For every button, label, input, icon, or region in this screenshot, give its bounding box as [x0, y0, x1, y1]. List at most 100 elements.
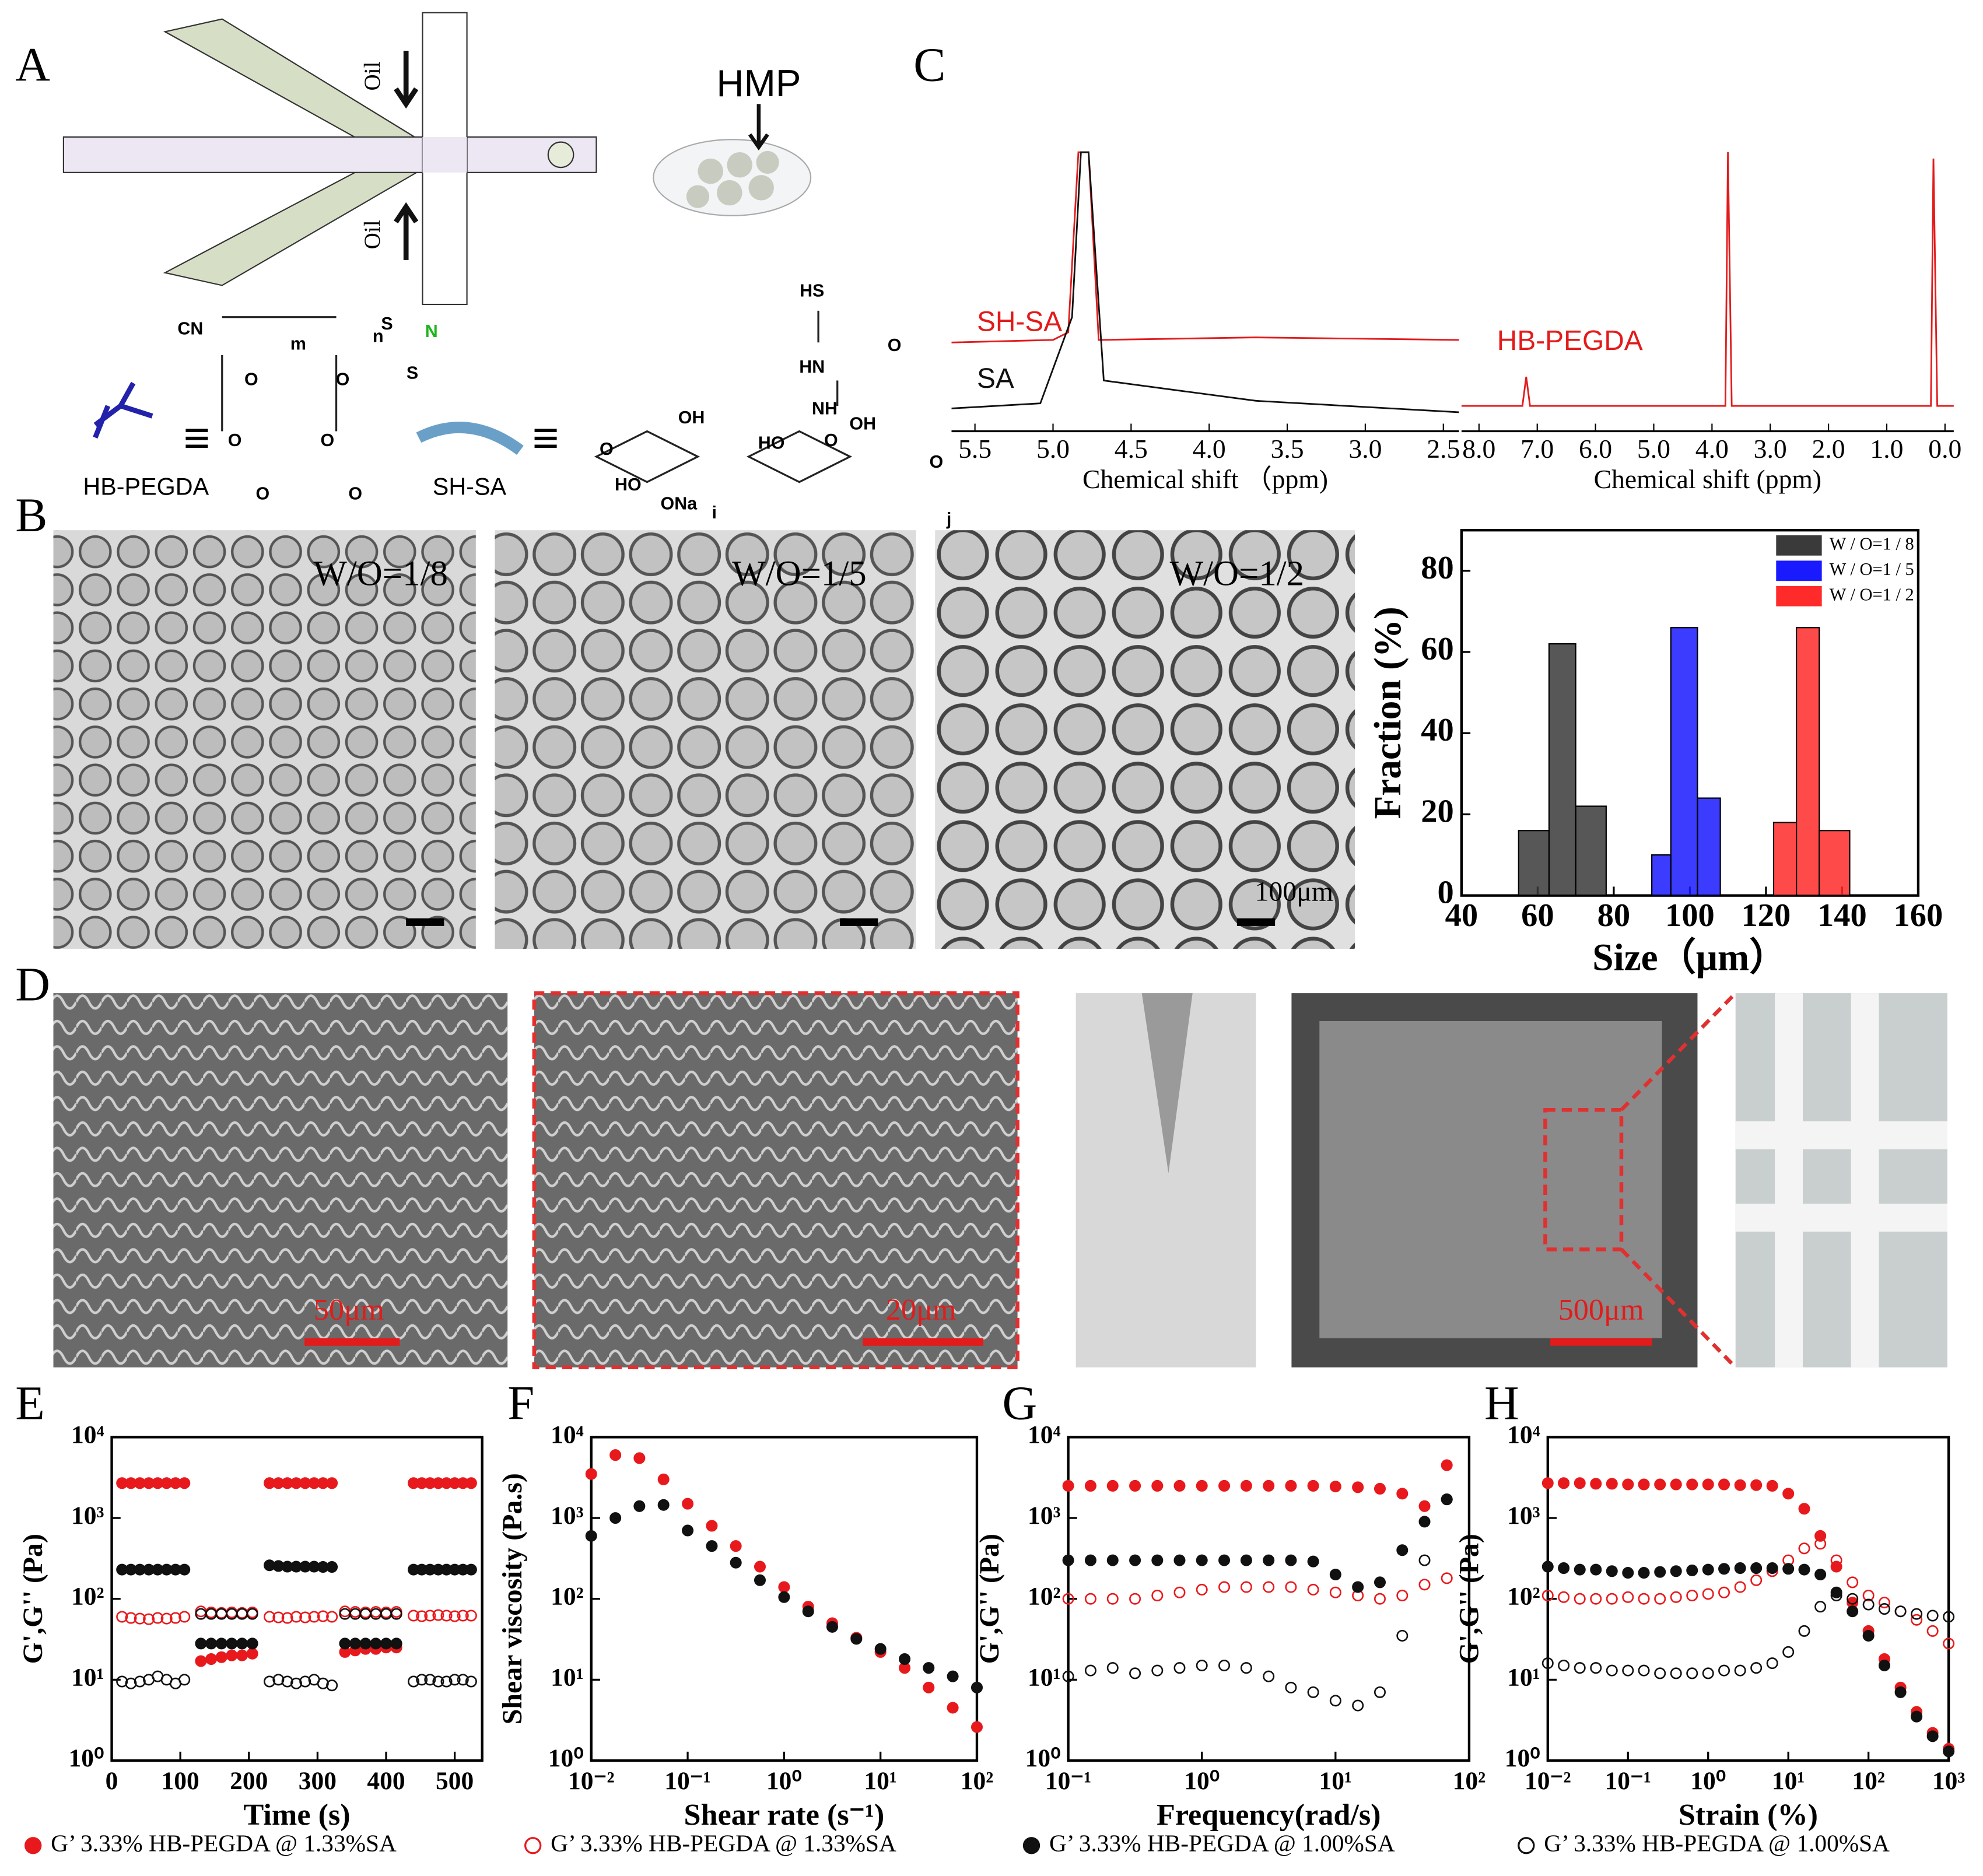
data-point: [116, 1675, 128, 1688]
atom-label: O: [930, 452, 944, 472]
data-point: [1622, 1478, 1634, 1491]
schematic: [62, 12, 853, 483]
x-axis-label: Frequency(rad/s): [1157, 1798, 1381, 1832]
x-tick-label: 7.0: [1520, 434, 1554, 464]
data-point: [609, 1512, 622, 1524]
legend-label: G’ 3.33% HB-PEGDA @ 1.00%SA: [1049, 1829, 1395, 1856]
y-tick-label: 10²: [1507, 1583, 1540, 1611]
data-point: [125, 1677, 137, 1689]
data-point: [246, 1637, 258, 1650]
data-point: [1686, 1667, 1698, 1679]
data-point: [1084, 1554, 1096, 1566]
atom-label: O: [336, 370, 350, 390]
data-point: [264, 1611, 276, 1623]
x-tick-label: 40: [1445, 897, 1479, 934]
data-point: [657, 1473, 670, 1485]
x-tick-label: 3.0: [1348, 434, 1382, 464]
y-tick-label: 10⁴: [551, 1421, 584, 1449]
data-point: [1798, 1542, 1810, 1555]
y-tick-label: 10²: [551, 1583, 584, 1611]
data-point: [1911, 1710, 1923, 1723]
data-point: [215, 1637, 227, 1650]
data-point: [1590, 1563, 1602, 1576]
atom-label: OH: [849, 414, 876, 434]
data-point: [1590, 1478, 1602, 1490]
x-axis-label: Shear rate (s⁻¹): [684, 1798, 885, 1832]
sem-image: [532, 991, 1019, 1370]
filaments: [1735, 993, 1947, 1367]
data-point: [1718, 1478, 1730, 1491]
atom-label: N: [425, 321, 438, 341]
data-point: [1574, 1662, 1586, 1674]
data-point: [1106, 1479, 1119, 1492]
data-point: [923, 1662, 935, 1674]
data-point: [1062, 1670, 1074, 1682]
data-point: [449, 1674, 461, 1686]
x-tick-label: 10⁻¹: [664, 1767, 711, 1795]
data-point: [1129, 1479, 1141, 1492]
data-point: [1558, 1477, 1570, 1489]
atom-label: NH: [812, 399, 838, 419]
data-point: [380, 1637, 393, 1650]
atom-label: S: [381, 314, 393, 334]
data-point: [609, 1449, 622, 1461]
panel-label: A: [15, 38, 50, 92]
atom-label: O: [348, 483, 362, 503]
legend-label: W / O=1 / 5: [1830, 559, 1914, 579]
y-axis-label: G',G'' (Pa): [974, 1534, 1005, 1664]
data-point: [1686, 1589, 1698, 1602]
data-point: [1151, 1589, 1164, 1602]
data-point: [349, 1637, 362, 1650]
data-point: [1173, 1479, 1186, 1492]
data-point: [1830, 1554, 1842, 1566]
data-point: [299, 1611, 311, 1623]
data-point: [1541, 1589, 1554, 1602]
data-point: [246, 1647, 258, 1660]
x-tick-label: 5.5: [958, 434, 992, 464]
data-point: [1590, 1662, 1602, 1674]
image-label: W/O=1/5: [732, 555, 867, 594]
x-tick-label: 10¹: [864, 1767, 897, 1795]
y-tick-label: 60: [1421, 631, 1454, 667]
data-point: [1798, 1503, 1810, 1515]
legend-marker: [1022, 1837, 1040, 1854]
data-point: [440, 1609, 453, 1622]
data-point: [1352, 1581, 1364, 1593]
data-point: [408, 1609, 420, 1622]
data-point: [1718, 1664, 1730, 1677]
x-tick-label: 5.0: [1637, 434, 1670, 464]
label: HB-PEGDA: [83, 473, 209, 500]
data-point: [1329, 1481, 1341, 1493]
data-point: [1418, 1554, 1431, 1566]
zoom-lines: [1620, 991, 1737, 1369]
data-point: [1084, 1664, 1096, 1677]
data-point: [1847, 1593, 1859, 1605]
y-tick-label: 10¹: [71, 1663, 104, 1691]
data-point: [585, 1530, 597, 1542]
sem-image: [53, 993, 508, 1367]
data-point: [390, 1608, 402, 1620]
data-point: [359, 1637, 372, 1650]
y-tick-label: 10¹: [1507, 1663, 1540, 1691]
data-point: [633, 1500, 646, 1512]
data-point: [236, 1649, 248, 1661]
data-point: [125, 1612, 137, 1624]
bar: [1575, 805, 1607, 896]
bar: [1796, 627, 1820, 896]
data-point: [1173, 1586, 1186, 1598]
data-point: [1418, 1500, 1431, 1512]
data-point: [1702, 1588, 1714, 1600]
data-point: [432, 1675, 444, 1688]
scaffold: [1319, 1021, 1662, 1338]
data-point: [424, 1674, 436, 1686]
data-point: [1106, 1662, 1119, 1674]
data-point: [326, 1561, 338, 1573]
data-point: [1702, 1667, 1714, 1679]
x-tick-label: 10⁻¹: [1604, 1767, 1651, 1795]
data-point: [874, 1643, 887, 1655]
legend-label: G’ 3.33% HB-PEGDA @ 1.33%SA: [51, 1829, 397, 1856]
zoom-box: [1543, 1107, 1624, 1251]
data-point: [1814, 1530, 1827, 1542]
x-tick-label: 4.0: [1695, 434, 1729, 464]
data-point: [1441, 1572, 1453, 1584]
